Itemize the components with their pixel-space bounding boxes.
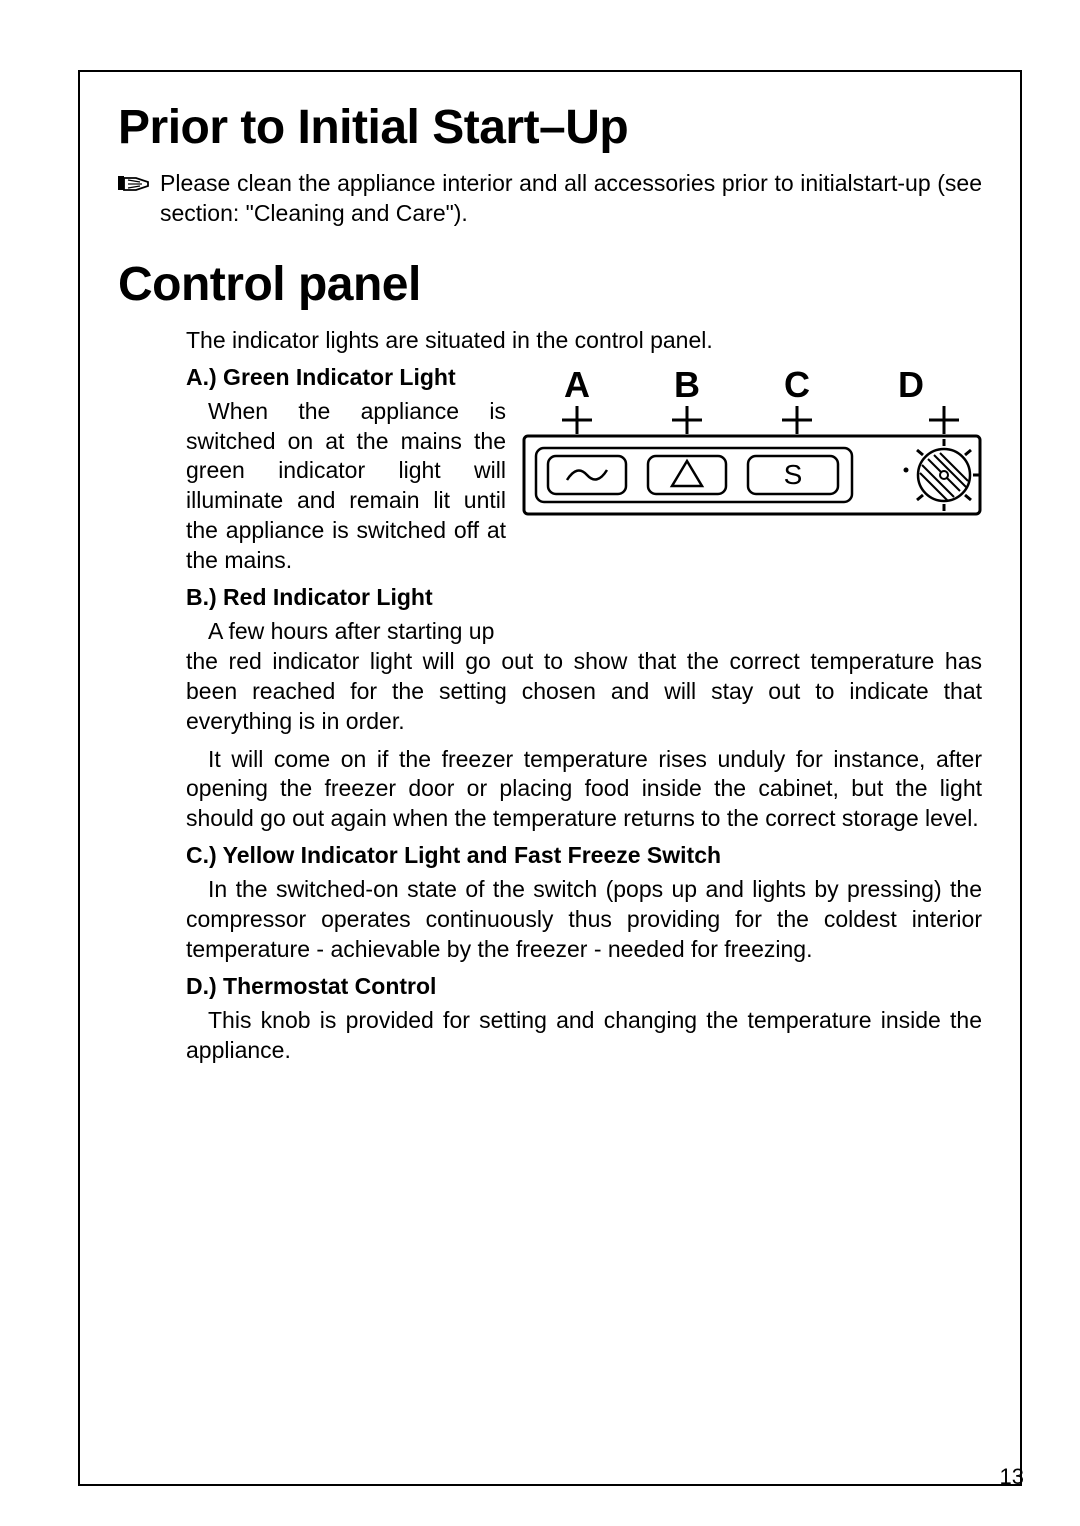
figure-label-b: B (632, 364, 742, 406)
item-c-heading: C.) Yellow Indicator Light and Fast Free… (186, 842, 982, 869)
figure-letters: A B C D (522, 364, 982, 406)
item-b-text2: It will come on if the freezer temperatu… (186, 745, 982, 835)
item-b-heading: B.) Red Indicator Light (186, 584, 982, 611)
button-s-label: S (784, 459, 803, 490)
section1-title: Prior to Initial Start–Up (118, 100, 982, 155)
figure-label-a: A (522, 364, 632, 406)
item-d-heading: D.) Thermostat Control (186, 973, 982, 1000)
item-a-section: A.) Green Indicator Light A B C D (186, 364, 982, 576)
section2-title: Control panel (118, 257, 982, 312)
page-number: 13 (1000, 1464, 1024, 1490)
figure-label-d: D (852, 364, 982, 406)
item-a-text: When the appliance is switched on at the… (186, 397, 506, 576)
figure-label-c: C (742, 364, 852, 406)
control-panel-figure: A B C D (522, 364, 982, 529)
item-b-text1: the red indicator light will go out to s… (186, 647, 982, 737)
item-d-text: This knob is provided for setting and ch… (186, 1006, 982, 1066)
section2-intro: The indicator lights are situated in the… (186, 326, 982, 356)
intro-row: Please clean the appliance interior and … (118, 169, 982, 229)
section1-intro: Please clean the appliance interior and … (160, 169, 982, 229)
item-b-lead: A few hours after starting up (186, 617, 506, 647)
page-frame: Prior to Initial Start–Up Please clean t… (78, 70, 1022, 1486)
control-panel-svg: S (522, 406, 982, 524)
item-c-text: In the switched-on state of the switch (… (186, 875, 982, 965)
section2-body: The indicator lights are situated in the… (186, 326, 982, 1066)
note-hand-icon (118, 173, 152, 200)
